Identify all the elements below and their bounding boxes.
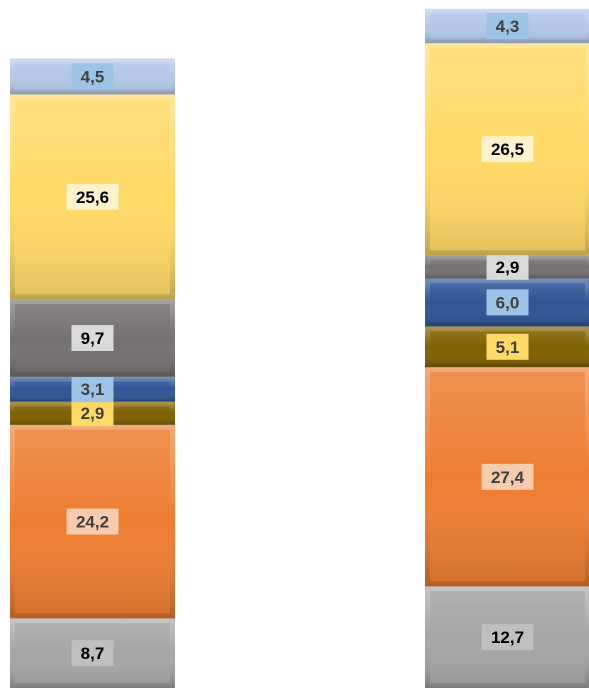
data-label: 4,5 [81, 67, 105, 86]
data-label-background [71, 640, 114, 667]
data-label: 8,7 [81, 644, 105, 663]
data-label-background [71, 376, 114, 403]
data-label-background [66, 508, 119, 535]
data-label-background [71, 63, 114, 90]
data-label-background [486, 289, 529, 316]
data-label-background [486, 13, 529, 39]
data-label: 26,5 [491, 140, 524, 159]
data-label: 12,7 [491, 628, 524, 647]
data-label-background [71, 325, 114, 351]
data-label-background [66, 183, 119, 210]
data-label: 2,9 [496, 258, 520, 277]
data-label-background [481, 463, 534, 490]
data-label-background [486, 253, 529, 280]
data-label-background [481, 624, 534, 651]
data-label-background [481, 136, 534, 163]
data-label: 4,3 [496, 17, 520, 36]
data-label: 3,1 [81, 380, 105, 399]
data-label: 25,6 [76, 188, 109, 207]
data-label: 24,2 [76, 513, 109, 532]
data-label-background [71, 400, 114, 427]
data-label: 2,9 [81, 404, 105, 423]
data-label-background [486, 333, 529, 360]
data-label: 27,4 [491, 468, 525, 487]
data-label: 5,1 [496, 338, 520, 357]
plot-area: 8,7 24,2 2,9 3,1 9,7 25,6 4,5 12,7 27,4 5,1 6,0 2,9… [10, 8, 589, 688]
data-label: 9,7 [81, 329, 105, 348]
data-label: 6,0 [496, 293, 520, 312]
